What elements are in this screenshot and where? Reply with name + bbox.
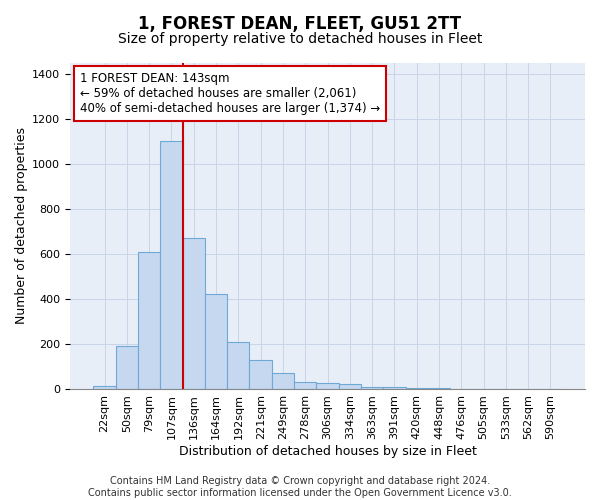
Bar <box>428 388 450 389</box>
Text: Contains HM Land Registry data © Crown copyright and database right 2024.
Contai: Contains HM Land Registry data © Crown c… <box>88 476 512 498</box>
Bar <box>116 346 138 389</box>
Text: Size of property relative to detached houses in Fleet: Size of property relative to detached ho… <box>118 32 482 46</box>
Text: 1 FOREST DEAN: 143sqm
← 59% of detached houses are smaller (2,061)
40% of semi-d: 1 FOREST DEAN: 143sqm ← 59% of detached … <box>80 72 380 116</box>
Bar <box>227 342 250 389</box>
Text: 1, FOREST DEAN, FLEET, GU51 2TT: 1, FOREST DEAN, FLEET, GU51 2TT <box>139 15 461 33</box>
Bar <box>406 388 428 389</box>
Bar <box>361 387 383 389</box>
Bar <box>205 294 227 389</box>
Bar <box>160 142 182 389</box>
Bar <box>294 382 316 389</box>
Bar <box>138 252 160 389</box>
Bar <box>94 386 116 389</box>
Bar <box>316 384 338 389</box>
Bar <box>182 238 205 389</box>
Bar <box>250 360 272 389</box>
X-axis label: Distribution of detached houses by size in Fleet: Distribution of detached houses by size … <box>179 444 476 458</box>
Bar <box>272 373 294 389</box>
Y-axis label: Number of detached properties: Number of detached properties <box>15 127 28 324</box>
Bar <box>338 384 361 389</box>
Bar <box>383 387 406 389</box>
